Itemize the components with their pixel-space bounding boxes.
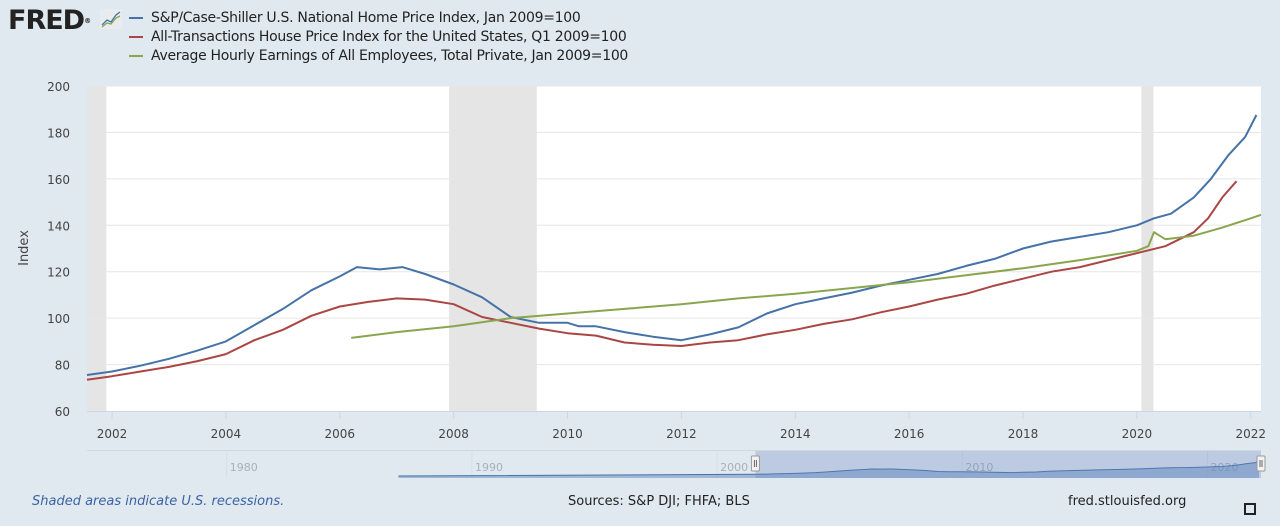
x-tick-label: 2020: [1122, 427, 1153, 441]
legend-item-case-shiller[interactable]: S&P/Case-Shiller U.S. National Home Pric…: [129, 8, 628, 27]
x-tick-label: 2012: [666, 427, 697, 441]
recession-band: [449, 86, 537, 411]
y-tick-label: 60: [55, 405, 70, 419]
y-tick-label: 80: [55, 359, 70, 373]
y-tick-label: 140: [47, 219, 70, 233]
legend-label: Average Hourly Earnings of All Employees…: [151, 47, 629, 64]
navigator-label: 2000: [720, 461, 748, 474]
recession-band: [87, 86, 107, 411]
y-tick-label: 160: [47, 173, 70, 187]
handle-body[interactable]: [1256, 455, 1266, 472]
x-tick-label: 2002: [97, 427, 128, 441]
x-tick-label: 2010: [552, 427, 583, 441]
registered-mark: ®: [84, 17, 91, 25]
fullscreen-icon[interactable]: [1244, 503, 1256, 515]
fred-logo-text: FRED: [8, 5, 85, 36]
y-tick-label: 200: [47, 80, 70, 94]
y-axis-label: Index: [17, 230, 32, 266]
hourly-earnings-line[interactable]: [351, 213, 1262, 339]
chart-legend: S&P/Case-Shiller U.S. National Home Pric…: [129, 8, 628, 65]
fred-logo[interactable]: FRED®: [8, 5, 91, 36]
x-tick-label: 2006: [325, 427, 356, 441]
navigator-handle-right[interactable]: [1256, 455, 1266, 472]
x-tick-label: 2008: [438, 427, 469, 441]
navigator-label: 1990: [475, 461, 503, 474]
x-tick-label: 2014: [780, 427, 811, 441]
x-tick-label: 2016: [894, 427, 925, 441]
x-tick-label: 2018: [1008, 427, 1039, 441]
case-shiller-line[interactable]: [86, 114, 1258, 376]
line-chart-icon: [100, 9, 122, 29]
site-link[interactable]: fred.stlouisfed.org: [1068, 494, 1187, 509]
navigator-area: [398, 461, 1259, 478]
fhfa-hpi-line[interactable]: [86, 180, 1238, 381]
navigator-selection[interactable]: [755, 451, 1261, 478]
y-tick-label: 180: [47, 126, 70, 140]
navigator-line: [398, 461, 1260, 477]
handle-body[interactable]: [750, 455, 760, 472]
navigator-label: 2010: [965, 461, 993, 474]
y-tick-label: 120: [47, 266, 70, 280]
legend-swatch: [129, 16, 143, 19]
navigator-handle-left[interactable]: [750, 455, 760, 472]
sources-text: Sources: S&P DJI; FHFA; BLS: [568, 494, 750, 509]
navigator-label: 1980: [230, 461, 258, 474]
x-tick-label: 2004: [211, 427, 242, 441]
legend-label: S&P/Case-Shiller U.S. National Home Pric…: [151, 9, 581, 26]
recession-note: Shaded areas indicate U.S. recessions.: [32, 494, 285, 509]
y-tick-label: 100: [47, 312, 70, 326]
legend-item-fhfa[interactable]: All-Transactions House Price Index for t…: [129, 27, 628, 46]
plot-area: [87, 86, 1261, 411]
legend-swatch: [129, 54, 143, 57]
legend-label: All-Transactions House Price Index for t…: [151, 28, 627, 45]
legend-swatch: [129, 35, 143, 38]
x-tick-label: 2022: [1235, 427, 1266, 441]
legend-item-earnings[interactable]: Average Hourly Earnings of All Employees…: [129, 46, 628, 65]
recession-band: [1141, 86, 1154, 411]
